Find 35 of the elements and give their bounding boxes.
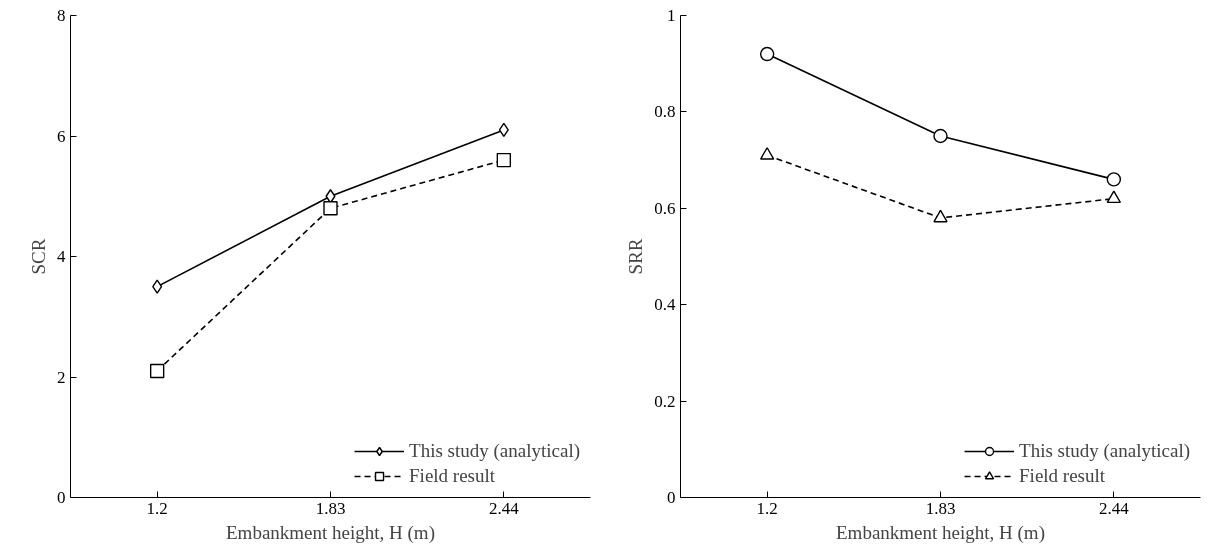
y-tick-label: 0 — [57, 488, 66, 507]
x-tick-label: 2.44 — [1098, 498, 1130, 518]
y-tick-label: 2 — [57, 367, 66, 387]
point — [1106, 190, 1122, 204]
y-tick-label: 0.6 — [654, 198, 676, 218]
point — [149, 363, 165, 379]
point — [496, 152, 512, 168]
x-tick-label: 2.44 — [488, 498, 520, 518]
point — [759, 46, 775, 62]
y-tick-label: 1 — [667, 6, 676, 25]
y-tick-label: 6 — [57, 126, 66, 146]
legend-label: This study (analytical) — [409, 440, 580, 462]
y-axis-title: SRR — [625, 238, 647, 275]
point — [933, 209, 948, 223]
y-tick-label: 4 — [57, 247, 66, 266]
x-axis-title: Embankment height, H (m) — [836, 521, 1045, 544]
point — [759, 147, 775, 160]
point — [323, 201, 338, 216]
y-tick-label: 8 — [57, 6, 66, 25]
point — [933, 128, 948, 144]
x-tick-label: 1.83 — [925, 498, 956, 518]
legend-label: This study (analytical) — [1019, 440, 1190, 462]
x-tick-label: 1.2 — [756, 498, 778, 518]
y-tick-label: 0.8 — [654, 102, 676, 122]
y-tick-label: 0 — [667, 488, 676, 507]
legend-label: Field result — [1019, 465, 1106, 487]
x-axis-title: Embankment height, H (m) — [226, 521, 435, 544]
point — [152, 279, 163, 294]
x-tick-label: 1.83 — [315, 498, 346, 518]
x-tick-label: 1.2 — [146, 498, 168, 518]
y-tick-label: 0.4 — [654, 295, 676, 315]
legend-label: Field result — [409, 465, 496, 487]
y-tick-label: 0.2 — [654, 391, 676, 411]
y-axis-title: SCR — [28, 238, 49, 275]
point — [1106, 172, 1122, 187]
